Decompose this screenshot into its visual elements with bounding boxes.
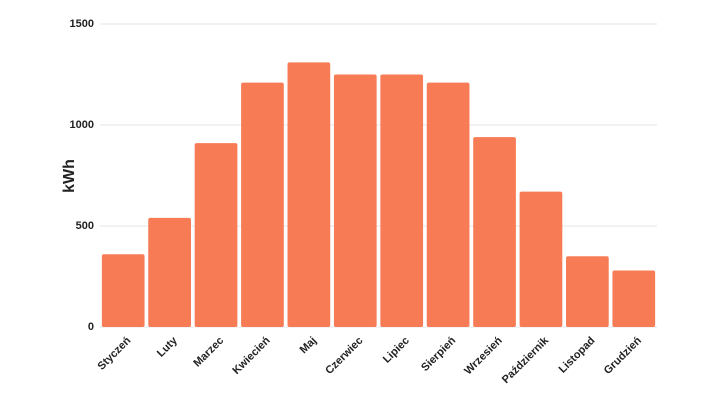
bar: [287, 62, 331, 327]
bar: [194, 143, 238, 327]
x-tick-label: Marzec: [191, 335, 226, 370]
x-tick-label: Grudzień: [602, 334, 644, 376]
bar: [519, 191, 563, 327]
bar: [380, 74, 424, 327]
x-tick-label: Październik: [500, 334, 552, 386]
y-tick-label: 500: [76, 220, 94, 232]
bar: [612, 270, 656, 327]
x-tick-label: Lipiec: [381, 335, 412, 366]
x-tick-label: Sierpień: [419, 334, 458, 373]
x-tick-label: Kwiecień: [230, 334, 272, 376]
bar: [241, 82, 284, 327]
x-tick-label: Czerwiec: [323, 335, 365, 377]
y-axis-label: kWh: [61, 159, 78, 193]
y-tick-label: 0: [88, 321, 94, 333]
y-tick-label: 1000: [70, 119, 94, 131]
x-tick-label: Luty: [155, 334, 181, 360]
x-tick-label: Styczeń: [95, 334, 133, 372]
y-tick-label: 1500: [70, 18, 94, 30]
x-tick-label: Listopad: [557, 335, 598, 376]
x-tick-label: Wrzesień: [462, 334, 505, 377]
bar: [566, 256, 609, 327]
bar: [101, 254, 145, 327]
bar: [426, 82, 470, 327]
bar: [473, 137, 516, 327]
bar: [333, 74, 377, 327]
x-tick-label: Maj: [298, 335, 319, 356]
bar: [148, 217, 191, 327]
